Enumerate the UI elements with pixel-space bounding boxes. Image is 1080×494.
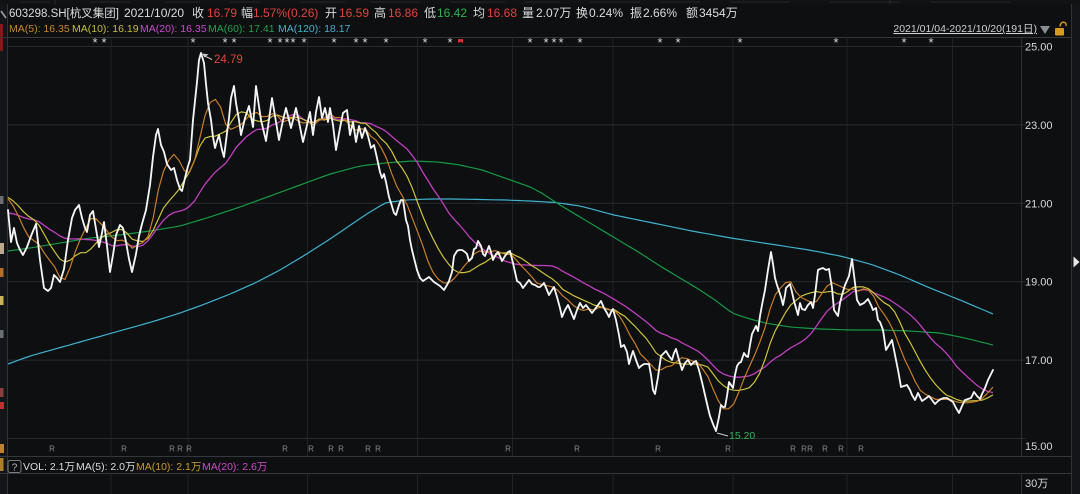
svg-text:16.42: 16.42 bbox=[437, 6, 467, 20]
svg-text:均: 均 bbox=[473, 6, 485, 20]
svg-text:幅: 幅 bbox=[241, 5, 253, 20]
svg-text:量: 量 bbox=[522, 6, 534, 20]
svg-text:*: * bbox=[833, 35, 838, 50]
svg-text:23.00: 23.00 bbox=[1025, 120, 1053, 132]
svg-text:R: R bbox=[858, 445, 864, 454]
svg-text:R: R bbox=[375, 445, 381, 454]
svg-text:R: R bbox=[177, 445, 183, 454]
svg-text:*: * bbox=[331, 35, 336, 50]
svg-text:16.59: 16.59 bbox=[339, 6, 369, 20]
svg-text:R: R bbox=[725, 445, 731, 454]
svg-text:*: * bbox=[284, 35, 289, 50]
svg-text:*: * bbox=[737, 35, 742, 50]
svg-text:*: * bbox=[101, 35, 106, 50]
svg-text:R: R bbox=[655, 445, 661, 454]
svg-text:1.57%(0.26): 1.57%(0.26) bbox=[253, 6, 318, 20]
svg-text:*: * bbox=[362, 35, 367, 50]
svg-text:*: * bbox=[543, 35, 548, 50]
svg-text:换: 换 bbox=[576, 6, 588, 20]
svg-text:*: * bbox=[551, 35, 556, 50]
svg-text:R: R bbox=[801, 445, 807, 454]
svg-text:25.00: 25.00 bbox=[1025, 42, 1053, 54]
svg-text:*: * bbox=[447, 35, 452, 50]
svg-text:MA(20): 16.35: MA(20): 16.35 bbox=[140, 23, 207, 35]
svg-text:603298.SH[杭叉集团]: 603298.SH[杭叉集团] bbox=[9, 6, 119, 20]
svg-text:30万: 30万 bbox=[1025, 478, 1048, 490]
svg-text:R: R bbox=[186, 445, 192, 454]
svg-text:*: * bbox=[577, 35, 582, 50]
svg-text:2.66%: 2.66% bbox=[643, 6, 677, 20]
svg-text:15.00: 15.00 bbox=[1025, 441, 1053, 453]
svg-text:2.07万: 2.07万 bbox=[536, 6, 571, 20]
svg-text:?: ? bbox=[12, 463, 18, 474]
svg-text:开: 开 bbox=[325, 6, 337, 20]
svg-text:收: 收 bbox=[192, 6, 204, 20]
svg-text:0.24%: 0.24% bbox=[589, 6, 623, 20]
svg-text:R: R bbox=[574, 445, 580, 454]
svg-text:*: * bbox=[267, 35, 272, 50]
svg-text:*: * bbox=[290, 35, 295, 50]
svg-text:R: R bbox=[338, 445, 344, 454]
svg-text:MA(20): 2.6万: MA(20): 2.6万 bbox=[202, 461, 267, 473]
svg-text:振: 振 bbox=[630, 6, 642, 20]
svg-text:3454万: 3454万 bbox=[699, 6, 738, 20]
svg-text:*: * bbox=[527, 35, 532, 50]
svg-text:VOL: 2.1万: VOL: 2.1万 bbox=[23, 461, 75, 473]
svg-text:2021/10/20: 2021/10/20 bbox=[124, 6, 184, 20]
svg-text:*: * bbox=[92, 35, 97, 50]
svg-text:R: R bbox=[838, 445, 844, 454]
svg-text:高: 高 bbox=[374, 5, 386, 20]
svg-text:*: * bbox=[277, 35, 282, 50]
svg-text:24.79: 24.79 bbox=[214, 54, 243, 66]
svg-text:*: * bbox=[422, 35, 427, 50]
svg-text:16.79: 16.79 bbox=[207, 6, 237, 20]
svg-text:MA(60): 17.41: MA(60): 17.41 bbox=[208, 23, 275, 35]
svg-text:MA(5): 16.35: MA(5): 16.35 bbox=[9, 23, 70, 35]
svg-text:R: R bbox=[169, 445, 175, 454]
svg-text:R: R bbox=[807, 445, 813, 454]
svg-text:MA(5): 2.0万: MA(5): 2.0万 bbox=[76, 461, 136, 473]
svg-text:R: R bbox=[365, 445, 371, 454]
svg-text:*: * bbox=[190, 35, 195, 50]
svg-text:*: * bbox=[222, 35, 227, 50]
svg-text:*: * bbox=[231, 35, 236, 50]
svg-text:*: * bbox=[383, 35, 388, 50]
svg-text:R: R bbox=[282, 445, 288, 454]
svg-text:R: R bbox=[49, 445, 55, 454]
svg-text:*: * bbox=[558, 35, 563, 50]
svg-text:*: * bbox=[675, 35, 680, 50]
svg-text:16.68: 16.68 bbox=[487, 6, 517, 20]
svg-text:21.00: 21.00 bbox=[1025, 198, 1053, 210]
svg-text:R: R bbox=[822, 445, 828, 454]
svg-text:MA(120): 18.17: MA(120): 18.17 bbox=[278, 23, 351, 35]
svg-text:MA(10): 16.19: MA(10): 16.19 bbox=[72, 23, 139, 35]
svg-text:17.00: 17.00 bbox=[1025, 355, 1053, 367]
svg-text:R: R bbox=[121, 445, 127, 454]
svg-text:*: * bbox=[901, 35, 906, 50]
svg-text:R: R bbox=[790, 445, 796, 454]
svg-text:16.86: 16.86 bbox=[388, 6, 418, 20]
svg-text:额: 额 bbox=[686, 6, 698, 20]
svg-text:15.20: 15.20 bbox=[729, 430, 755, 442]
svg-text:19.00: 19.00 bbox=[1025, 277, 1053, 289]
svg-text:*: * bbox=[301, 35, 306, 50]
svg-text:R: R bbox=[308, 445, 314, 454]
svg-text:R: R bbox=[328, 445, 334, 454]
svg-text:R: R bbox=[505, 445, 511, 454]
svg-text:MA(10): 2.1万: MA(10): 2.1万 bbox=[136, 461, 201, 473]
svg-text:2021/01/04-2021/10/20(191日): 2021/01/04-2021/10/20(191日) bbox=[893, 23, 1037, 35]
svg-text:*: * bbox=[353, 35, 358, 50]
svg-text:*: * bbox=[928, 35, 933, 50]
svg-text:低: 低 bbox=[424, 6, 436, 20]
svg-text:*: * bbox=[657, 35, 662, 50]
